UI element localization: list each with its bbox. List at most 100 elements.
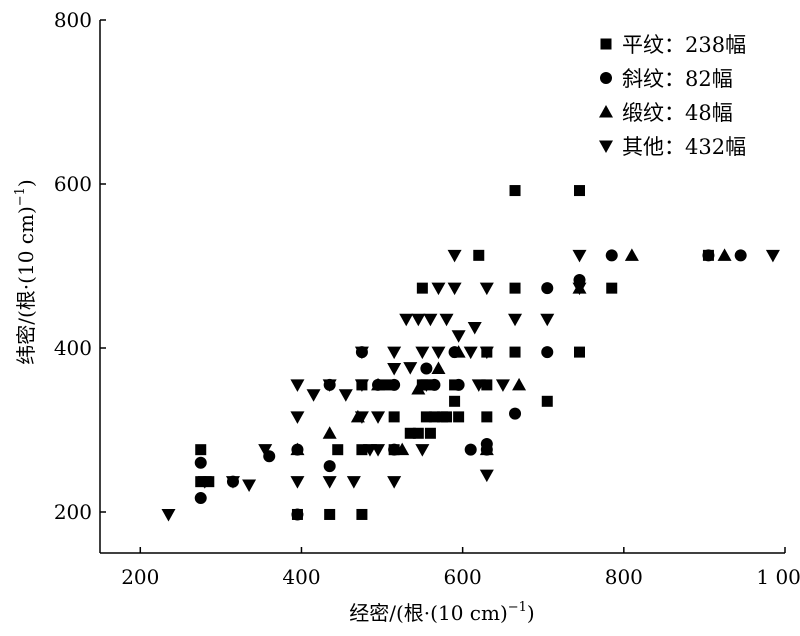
- x-tick-label: 600: [444, 565, 482, 589]
- point-triangle-up: [479, 442, 494, 456]
- legend-label: 平纹：238幅: [622, 33, 746, 57]
- point-square: [541, 395, 553, 407]
- point-triangle-down: [467, 322, 482, 335]
- y-tick-label: 400: [54, 336, 92, 360]
- point-triangle-down: [540, 313, 555, 327]
- point-triangle-down: [290, 379, 305, 392]
- point-triangle-down: [354, 379, 369, 392]
- point-triangle-down: [415, 444, 430, 457]
- point-triangle-down: [439, 313, 454, 327]
- x-axis-title: 经密/(根·(10 cm)−1): [349, 600, 534, 625]
- y-tick-label: 200: [54, 500, 92, 524]
- x-tick-label: 1 000: [756, 565, 800, 589]
- y-axis-title-exponent: −1: [13, 187, 28, 206]
- point-square: [195, 476, 207, 488]
- point-triangle-down: [161, 508, 176, 522]
- point-square: [509, 185, 521, 197]
- point-square: [509, 346, 521, 358]
- point-triangle-down: [197, 476, 212, 489]
- point-square: [388, 411, 400, 423]
- point-triangle-down: [346, 476, 361, 489]
- point-square: [473, 249, 485, 261]
- x-tick-label: 200: [121, 565, 159, 589]
- legend-marker-square: [600, 38, 612, 50]
- x-axis-title-close: ): [527, 601, 535, 625]
- point-square: [356, 508, 368, 520]
- point-triangle-down: [338, 389, 353, 402]
- y-axis-title: 纬密/(根·(10 cm)−1): [13, 179, 38, 364]
- x-axis-title-exponent: −1: [508, 600, 527, 615]
- point-square: [424, 427, 436, 439]
- point-square: [324, 508, 336, 520]
- point-triangle-down: [423, 313, 438, 327]
- point-circle: [734, 249, 747, 262]
- legend-label: 斜纹：82幅: [622, 67, 733, 91]
- point-square: [412, 427, 424, 439]
- point-square: [380, 379, 392, 391]
- point-triangle-down: [290, 411, 305, 424]
- point-triangle-down: [479, 346, 494, 360]
- axis-titles: 经密/(根·(10 cm)−1)纬密/(根·(10 cm)−1): [13, 179, 535, 625]
- point-triangle-up: [411, 382, 426, 395]
- point-triangle-down: [415, 346, 430, 360]
- point-triangle-down: [399, 313, 414, 327]
- point-square: [606, 282, 618, 294]
- point-triangle-down: [447, 249, 462, 263]
- point-triangle-down: [508, 313, 523, 327]
- point-square: [404, 427, 416, 439]
- point-triangle-down: [387, 346, 402, 360]
- y-tick-label: 600: [54, 172, 92, 196]
- point-square: [203, 476, 215, 488]
- point-triangle-down: [419, 379, 434, 392]
- legend-marker-triangle-up: [599, 105, 613, 118]
- point-triangle-down: [447, 282, 462, 296]
- point-triangle-up: [322, 426, 337, 439]
- point-triangle-down: [479, 469, 494, 483]
- point-triangle-down: [431, 282, 446, 296]
- x-tick-label: 400: [282, 565, 320, 589]
- point-triangle-up: [624, 248, 639, 261]
- data-points: [161, 185, 780, 522]
- axes: [99, 20, 785, 554]
- legend-label: 缎纹：48幅: [622, 101, 733, 125]
- point-circle: [194, 492, 207, 505]
- point-square: [356, 444, 368, 456]
- point-triangle-down: [765, 249, 780, 263]
- point-circle: [323, 460, 336, 473]
- point-triangle-up: [451, 345, 466, 358]
- point-triangle-down: [322, 379, 337, 392]
- point-circle: [509, 407, 522, 420]
- legend-label: 其他：432幅: [622, 135, 746, 159]
- point-circle: [388, 378, 401, 391]
- point-triangle-down: [371, 411, 386, 424]
- point-circle: [605, 249, 618, 262]
- y-tick-label: 800: [54, 8, 92, 32]
- ticks: 200 400 600 800 1 000 200 400 600 800: [54, 8, 800, 589]
- point-square: [441, 411, 453, 423]
- point-square: [416, 282, 428, 294]
- point-triangle-down: [387, 476, 402, 489]
- point-triangle-down: [242, 479, 257, 492]
- x-tick-label: 800: [605, 565, 643, 589]
- point-square: [449, 395, 461, 407]
- point-square: [574, 185, 585, 197]
- point-triangle-up: [371, 377, 386, 391]
- point-triangle-down: [495, 379, 510, 392]
- point-triangle-down: [572, 282, 587, 296]
- point-triangle-down: [290, 476, 305, 489]
- point-triangle-down: [322, 476, 337, 489]
- point-circle: [702, 249, 715, 262]
- point-triangle-down: [225, 476, 240, 489]
- point-triangle-down: [431, 346, 446, 360]
- point-triangle-down: [403, 362, 418, 375]
- point-triangle-down: [354, 346, 369, 360]
- y-axis-title-main: 纬密/(根·(10 cm): [14, 206, 38, 364]
- point-circle: [194, 456, 207, 469]
- point-triangle-down: [463, 346, 478, 360]
- point-triangle-down: [387, 363, 402, 376]
- point-circle: [291, 508, 304, 521]
- point-square: [195, 444, 207, 456]
- point-triangle-down: [354, 411, 369, 424]
